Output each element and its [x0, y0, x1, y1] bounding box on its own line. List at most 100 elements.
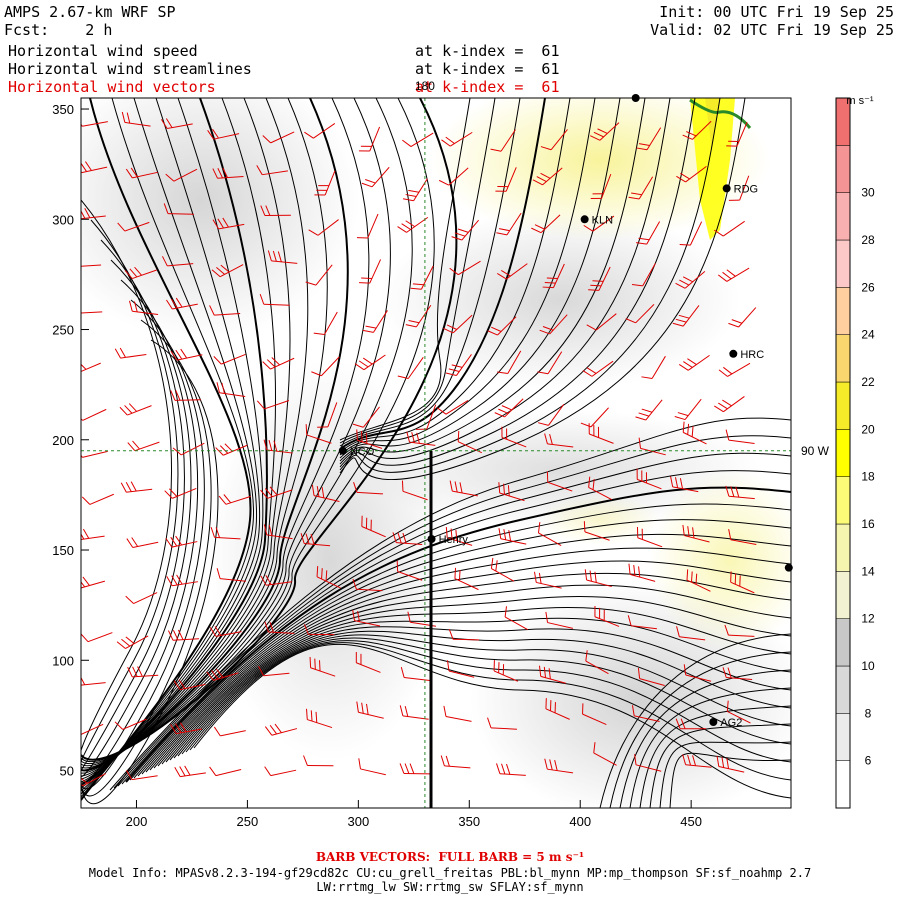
barb-flag — [120, 482, 127, 493]
wind-barb — [114, 718, 147, 730]
barb-staff — [133, 592, 158, 604]
barb-flag — [628, 563, 631, 575]
barb-flag — [114, 348, 122, 359]
barb-staff — [266, 534, 293, 540]
streamline — [137, 533, 791, 777]
forecast-value: 2 h — [85, 21, 113, 39]
barb-flag — [321, 568, 323, 579]
barb-staff — [81, 166, 108, 174]
wind-barb — [126, 537, 159, 549]
barb-flag — [586, 324, 597, 331]
wind-barb — [717, 267, 750, 282]
barb-flag — [358, 150, 370, 152]
barb-flag — [309, 656, 312, 668]
barb-staff — [176, 728, 202, 735]
barb-staff — [687, 354, 710, 371]
colorbar-swatch — [835, 476, 851, 525]
barb-flag — [170, 298, 178, 309]
barb-staff — [82, 121, 108, 127]
wind-barb — [726, 121, 748, 147]
barb-staff — [132, 310, 159, 315]
barb-flag — [679, 478, 684, 489]
streamline — [149, 572, 791, 771]
barb-staff — [81, 535, 105, 541]
barb-flag — [549, 700, 552, 711]
barb-staff — [321, 356, 340, 377]
wind-barb — [637, 667, 665, 687]
barb-flag — [678, 314, 690, 319]
barb-flag — [739, 575, 741, 587]
barb-staff — [595, 313, 617, 331]
colorbar-swatch — [835, 760, 851, 809]
barb-flag — [175, 297, 183, 308]
colorbar-swatch — [835, 239, 851, 288]
wind-barb — [314, 170, 336, 196]
barb-staff — [493, 670, 519, 682]
barb-flag — [450, 528, 453, 540]
colorbar-label: 14 — [861, 564, 875, 578]
barb-flag — [305, 533, 310, 545]
barb-flag — [487, 717, 492, 729]
wind-barb — [81, 632, 113, 643]
barb-flag — [132, 666, 138, 677]
barb-staff — [651, 355, 666, 379]
barb-flag — [501, 405, 512, 411]
barb-flag — [356, 237, 368, 239]
colorbar-swatch — [835, 287, 851, 335]
wind-barb — [447, 660, 475, 678]
barb-staff — [601, 173, 612, 199]
wind-barb — [81, 675, 106, 686]
barb-flag — [170, 536, 178, 547]
wind-barb — [675, 718, 707, 730]
barb-staff — [307, 719, 333, 729]
wind-barb — [303, 755, 334, 767]
barb-flag — [687, 754, 692, 766]
wind-barb — [725, 429, 755, 444]
wind-barb — [634, 754, 662, 772]
barb-flag — [271, 357, 280, 366]
barb-flag — [735, 486, 740, 498]
streamline — [81, 98, 252, 801]
barb-flag — [170, 390, 176, 401]
barb-staff — [362, 406, 380, 428]
wind-barb — [441, 131, 473, 147]
y-tick-label: 200 — [52, 433, 74, 448]
wind-barb — [127, 440, 160, 452]
barb-staff — [461, 219, 480, 241]
barb-flag — [166, 299, 173, 310]
barb-flag — [321, 487, 325, 498]
barb-staff — [592, 215, 615, 232]
wind-barb — [400, 666, 430, 682]
streamline — [81, 98, 261, 792]
barb-flag — [212, 168, 218, 179]
barb-flag — [221, 382, 225, 394]
barb-staff — [645, 399, 663, 421]
barb-staff — [220, 578, 247, 582]
barb-staff — [684, 535, 710, 543]
barb-flag — [718, 402, 728, 410]
wind-barb — [358, 758, 386, 776]
barb-staff — [219, 264, 244, 278]
barb-flag — [723, 366, 733, 375]
wind-barb — [167, 629, 200, 641]
wind-barb — [537, 522, 562, 546]
barb-flag — [402, 139, 412, 147]
wind-barb — [438, 167, 469, 186]
wind-barb — [682, 754, 712, 768]
station-label: Henry — [439, 534, 469, 546]
barb-staff — [172, 303, 198, 310]
shade-gray-east — [360, 410, 760, 530]
wind-barb — [726, 700, 751, 724]
wind-barb — [260, 486, 293, 499]
barb-flag — [129, 268, 138, 278]
valid-label: Valid: — [650, 21, 705, 39]
barb-flag — [592, 280, 604, 282]
barb-flag — [532, 179, 543, 186]
barb-flag — [448, 629, 454, 640]
barb-staff — [263, 672, 290, 677]
shade-gray-nw — [81, 98, 360, 340]
barb-flag — [638, 566, 641, 578]
wind-barb — [588, 423, 614, 444]
streamline — [121, 470, 791, 785]
streamline — [145, 560, 791, 773]
